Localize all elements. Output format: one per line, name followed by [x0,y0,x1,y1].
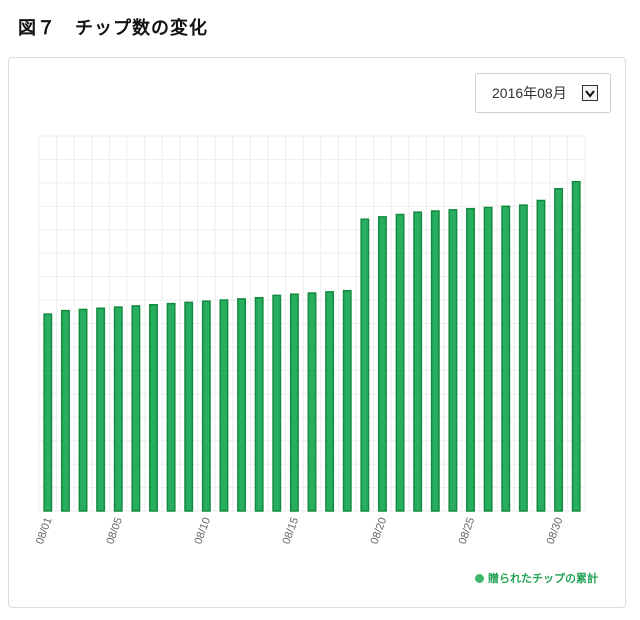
month-select[interactable]: 2016年08月 [475,73,611,113]
bar-chart: 08/01 08/05 08/10 08/15 08/20 08/25 08/30 [34,135,586,546]
month-select-value: 2016年08月 [492,85,567,101]
bar [342,289,352,512]
bar [219,299,229,512]
chart-panel: 2016年08月 08/01 08/05 08/10 08/15 08/20 08/25 0… [8,57,626,608]
x-tick-label: 08/25 [457,516,478,546]
figure-title: 図７ チップ数の変化 [18,18,208,39]
bar [43,313,53,512]
bar [131,305,141,512]
legend-marker [475,573,484,583]
bar [448,209,458,512]
bar [237,298,246,512]
bar [325,291,335,512]
x-tick-label: 08/15 [281,516,302,546]
bar [149,304,158,512]
bar [78,308,88,512]
bar [483,206,493,512]
legend-label: 贈られたチップの累計 [488,572,598,585]
x-tick-label: 08/10 [192,516,213,546]
x-tick-label: 08/01 [34,516,55,546]
bar [518,204,528,512]
bar [554,187,564,512]
bar [272,294,282,512]
bar [501,205,511,512]
bar [378,216,387,512]
bar [536,199,546,512]
bar [307,292,317,512]
bar [201,300,211,512]
bar [254,296,264,512]
chevron-down-icon[interactable] [582,85,598,101]
x-tick-label: 08/20 [369,516,390,546]
chart-legend[interactable]: 贈られたチップの累計 [475,570,598,586]
bar [96,307,106,512]
bar [395,213,405,512]
x-tick-label: 08/30 [545,516,566,546]
bar [413,211,423,512]
bar [184,301,194,512]
bar [166,302,176,512]
bar [60,309,70,512]
bar [571,180,581,512]
bar [113,306,123,512]
bar [289,293,299,512]
bar [430,210,440,512]
x-tick-label: 08/05 [104,516,125,546]
bar [466,207,475,512]
bar [360,218,370,512]
